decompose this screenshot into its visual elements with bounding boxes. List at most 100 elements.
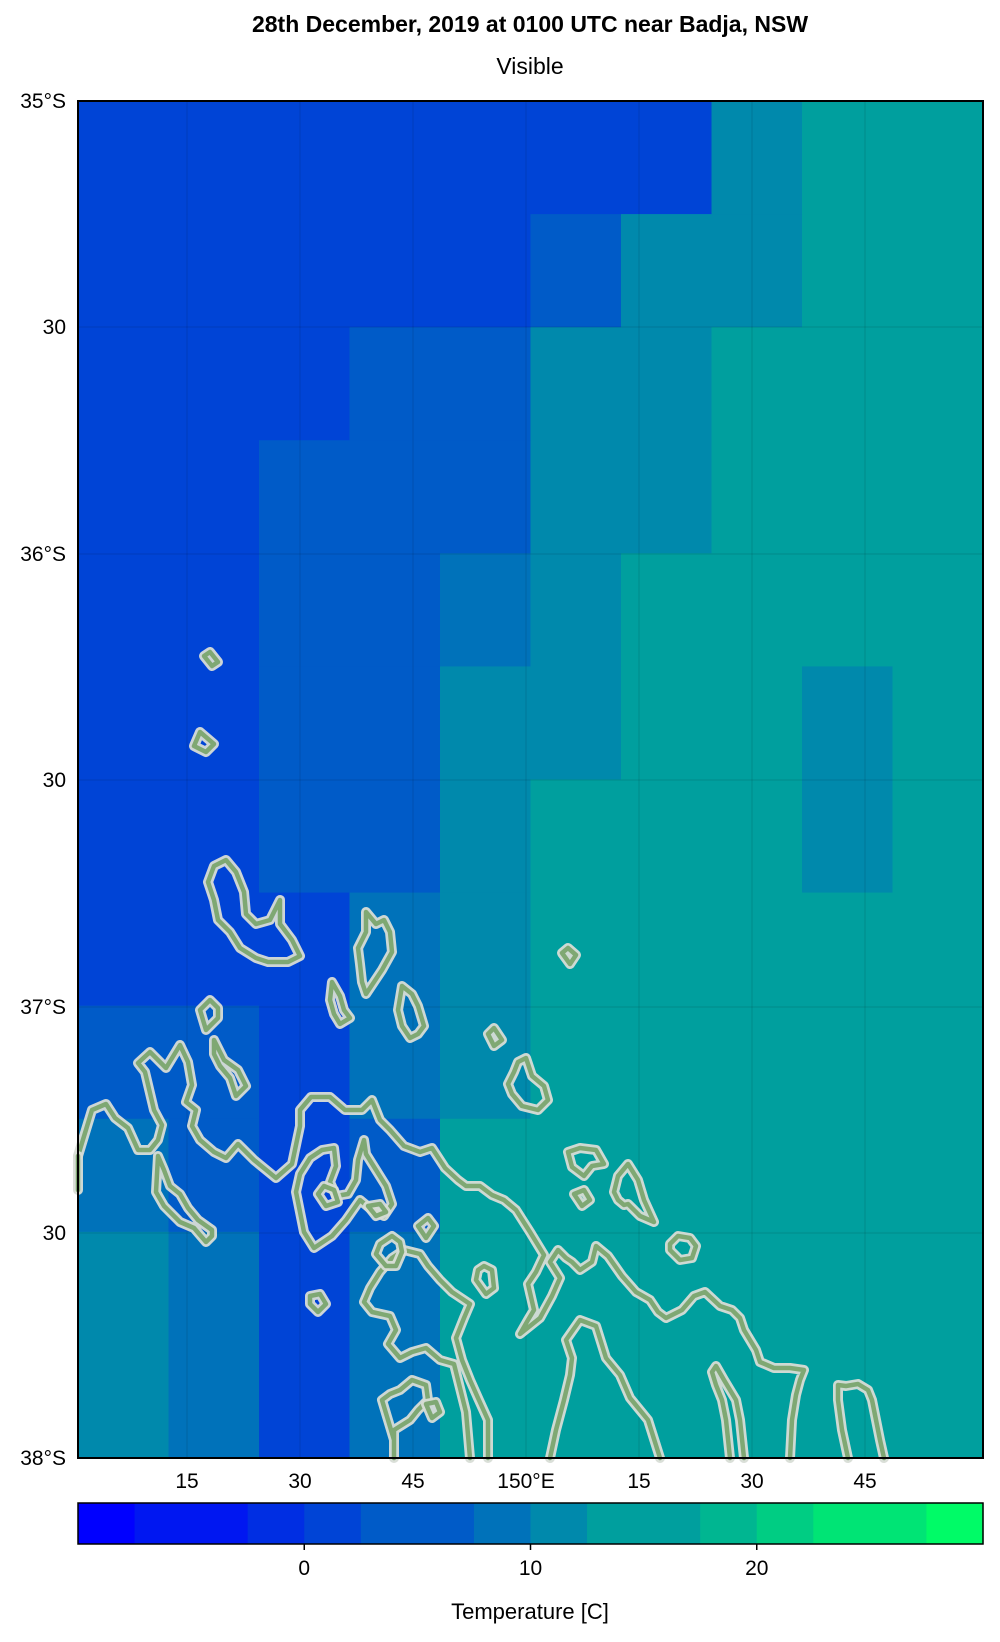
temperature-cell <box>259 553 351 668</box>
temperature-cell <box>711 214 803 328</box>
colorbar-swatch <box>304 1503 362 1544</box>
temperature-cell <box>440 101 532 215</box>
fire-contour-line <box>307 1291 329 1315</box>
temperature-cell <box>440 892 532 1007</box>
colorbar-swatches <box>78 1503 984 1544</box>
lat-tick-label: 30 <box>43 1222 66 1245</box>
temperature-cell <box>78 440 170 554</box>
fire-contour-line <box>201 649 221 669</box>
temperature-cell <box>440 327 532 441</box>
temperature-cell <box>711 779 803 894</box>
colorbar-swatch <box>78 1503 136 1544</box>
fire-contours <box>73 647 889 1463</box>
fire-contour-line <box>423 1399 443 1421</box>
colorbar-swatch <box>926 1503 984 1544</box>
fire-contour-line <box>835 1381 887 1461</box>
temperature-cell <box>892 1231 984 1346</box>
temperature-cell <box>259 440 351 554</box>
fire-contour-line <box>315 1183 341 1209</box>
temperature-cell <box>168 214 260 328</box>
lon-tick-label: 150°E <box>497 1470 554 1493</box>
lat-tick-label: 30 <box>43 316 66 339</box>
fire-contour-line <box>365 1201 389 1219</box>
temperature-cell <box>78 779 170 894</box>
temperature-cell <box>349 553 441 668</box>
temperature-cell <box>259 779 351 894</box>
fire-contour-line <box>485 1025 505 1049</box>
temperature-cell <box>440 779 532 894</box>
temperature-cell <box>711 1118 803 1233</box>
colorbar-swatch <box>473 1503 532 1544</box>
fire-contour-line <box>565 1145 607 1179</box>
temperature-cell <box>711 101 803 215</box>
lon-tick-label: 15 <box>627 1470 650 1493</box>
temperature-cell <box>711 666 803 781</box>
lat-tick-label: 36°S <box>20 543 66 566</box>
colorbar-swatch <box>869 1503 928 1544</box>
fire-contour-line <box>205 857 303 965</box>
colorbar-swatch <box>247 1503 305 1544</box>
temperature-cell <box>78 1344 170 1459</box>
temperature-cell <box>892 1344 984 1459</box>
temperature-cell <box>892 214 984 328</box>
longitude-tick-labels: 15 30 45 150°E 15 30 45 <box>175 1470 876 1493</box>
fire-contour-line <box>395 983 427 1041</box>
temperature-cell <box>802 1231 894 1346</box>
colorbar-tick-labels: 0 10 20 <box>298 1544 768 1580</box>
temperature-cell <box>802 214 894 328</box>
temperature-cell <box>78 214 170 328</box>
fire-contour-line <box>571 1187 593 1209</box>
fire-contour-line <box>361 1247 491 1461</box>
fire-contour-line <box>547 1317 663 1461</box>
fire-contour-line <box>211 1037 249 1099</box>
colorbar-swatch <box>360 1503 418 1544</box>
temperature-cell <box>440 553 532 668</box>
lon-tick-label: 15 <box>175 1470 198 1493</box>
temperature-cell <box>530 553 622 668</box>
colorbar-swatch <box>134 1503 192 1544</box>
fire-contour-line <box>191 729 217 755</box>
temperature-cell <box>349 666 441 781</box>
lat-tick-label: 37°S <box>20 996 66 1019</box>
temperature-cell <box>892 553 984 668</box>
fire-contour-line <box>327 979 353 1027</box>
fire-contour-line <box>355 909 395 997</box>
temperature-cell <box>711 892 803 1007</box>
colorbar-tick-label: 10 <box>519 1557 542 1580</box>
temperature-cell <box>259 1231 351 1346</box>
temperature-cell <box>349 214 441 328</box>
temperature-field <box>78 101 984 1459</box>
lat-tick-label: 30 <box>43 769 66 792</box>
temperature-cell <box>78 1231 170 1346</box>
temperature-cell <box>349 440 441 554</box>
fire-contour-line <box>197 997 221 1033</box>
lon-tick-label: 30 <box>288 1470 311 1493</box>
fire-contour-line <box>611 1161 657 1225</box>
colorbar-swatch <box>813 1503 871 1544</box>
lat-tick-label: 38°S <box>20 1447 66 1470</box>
temperature-cell <box>621 666 713 781</box>
temperature-cell <box>711 1231 803 1346</box>
colorbar: 0 10 20 Temperature [C] <box>77 1502 984 1624</box>
temperature-cell <box>259 101 351 215</box>
temperature-cell <box>168 553 260 668</box>
temperature-cell <box>621 892 713 1007</box>
temperature-cell <box>349 779 441 894</box>
temperature-cell <box>259 214 351 328</box>
temperature-cell <box>168 1344 260 1459</box>
lon-tick-label: 30 <box>740 1470 763 1493</box>
temperature-cell <box>621 214 713 328</box>
fire-contour-line <box>293 1137 395 1251</box>
temperature-cell <box>802 1005 894 1120</box>
temperature-cell <box>168 1118 260 1233</box>
temperature-cell <box>892 440 984 554</box>
colorbar-tick-label: 0 <box>298 1557 310 1580</box>
fire-contour-line <box>415 1215 437 1241</box>
temperature-cell <box>530 440 622 554</box>
fire-contour-line <box>473 1263 497 1297</box>
temperature-cell <box>802 892 894 1007</box>
temperature-cell <box>78 101 170 215</box>
fire-contour-line <box>505 1055 551 1113</box>
temperature-cell <box>530 666 622 781</box>
temperature-cell <box>621 101 713 215</box>
